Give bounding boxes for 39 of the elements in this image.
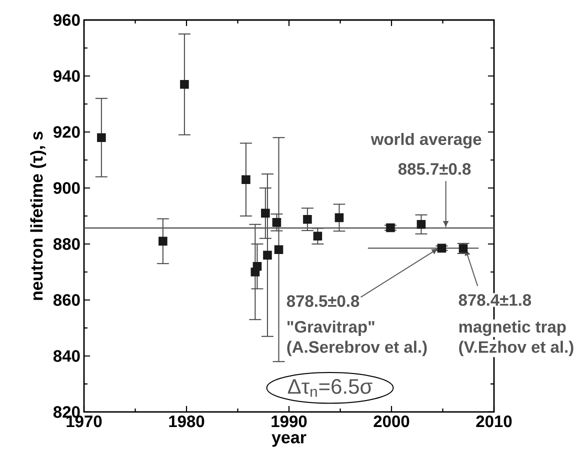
annotation: Δτ$_{n}$=6.5σ [288, 379, 372, 397]
x-tick-label: 2010 [476, 416, 512, 428]
point [261, 208, 270, 218]
x-tick-label: 1980 [169, 416, 204, 428]
annotation: 878.5±0.8 [286, 295, 360, 307]
point [386, 223, 395, 232]
y-tick-label: 860 [53, 294, 80, 306]
annotation: world average [370, 132, 482, 148]
point [313, 232, 322, 241]
point [263, 250, 272, 260]
y-tick-label: 880 [53, 238, 80, 250]
x-axis-title: year [272, 434, 306, 447]
y-axis-title: neutron lifetime (τ), s [30, 132, 46, 300]
y-tick-label: 940 [54, 70, 80, 82]
point [97, 133, 106, 142]
point [303, 214, 312, 224]
annotation: (A.Serebrov et al.) [287, 340, 427, 356]
annotation: (V.Ezhov et al.) [459, 340, 574, 356]
point [274, 245, 284, 254]
point [158, 236, 168, 246]
point [437, 244, 446, 253]
point [252, 262, 262, 271]
annotation: 885.7±0.8 [398, 163, 471, 175]
x-tick-label: 1990 [272, 416, 307, 428]
point [180, 80, 189, 89]
annotation: magnetic trap [459, 320, 566, 336]
point [272, 218, 282, 227]
annotation: "Gravitrap" [287, 320, 374, 336]
y-tick-label: 960 [54, 14, 80, 26]
point [334, 213, 344, 222]
point [242, 175, 250, 184]
y-tick-label: 820 [53, 406, 80, 418]
point [416, 220, 426, 229]
x-tick-label: 1970 [66, 416, 102, 428]
y-tick-label: 900 [54, 182, 80, 194]
annotation: 878.4±1.8 [458, 294, 532, 306]
x-tick-label: 2000 [374, 416, 410, 428]
y-tick-label: 840 [53, 350, 80, 362]
y-tick-label: 920 [54, 126, 80, 138]
